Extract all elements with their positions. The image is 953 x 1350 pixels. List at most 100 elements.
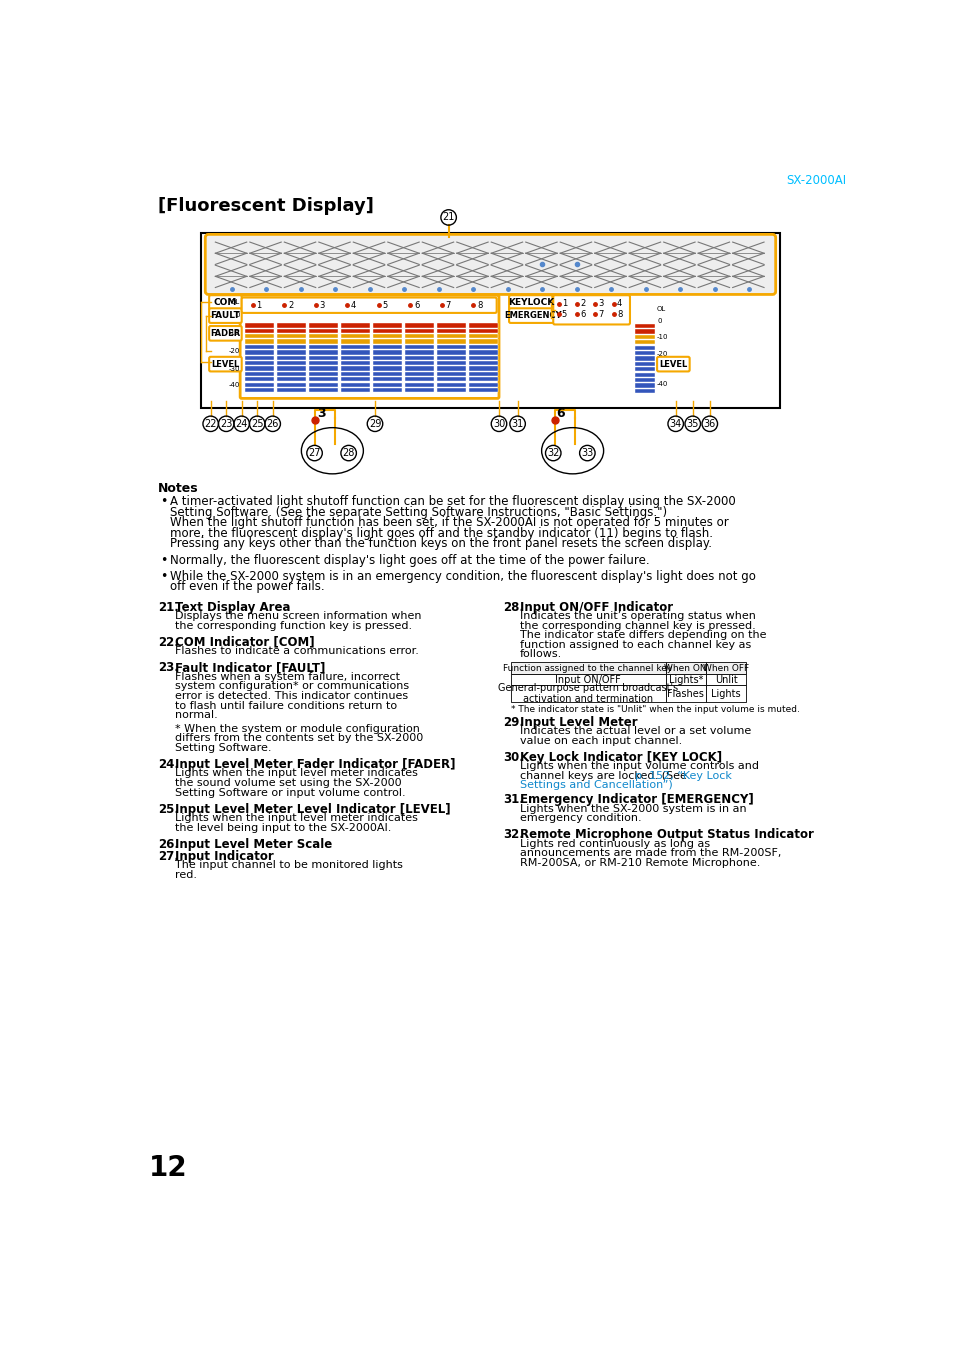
Text: function assigned to each channel key as: function assigned to each channel key as	[519, 640, 750, 649]
Bar	[705, 675, 745, 686]
Bar	[404, 339, 434, 344]
Bar	[468, 366, 497, 371]
Text: Input Indicator: Input Indicator	[174, 849, 274, 863]
Text: FAULT: FAULT	[211, 310, 240, 320]
Bar	[468, 360, 497, 366]
Text: EMERGENCY: EMERGENCY	[504, 310, 561, 320]
Bar	[468, 323, 497, 328]
Bar	[705, 662, 745, 675]
Bar	[373, 382, 402, 387]
Text: -20: -20	[229, 348, 240, 354]
Text: Lights when the SX-2000 system is in an: Lights when the SX-2000 system is in an	[519, 803, 746, 814]
Bar	[309, 323, 338, 328]
Bar	[340, 350, 370, 355]
Bar	[634, 351, 654, 355]
Text: -30: -30	[229, 366, 240, 371]
Bar	[634, 378, 654, 382]
Text: error is detected. This indicator continues: error is detected. This indicator contin…	[174, 691, 408, 701]
Text: Normally, the fluorescent display's light goes off at the time of the power fail: Normally, the fluorescent display's ligh…	[171, 554, 649, 567]
Text: COM: COM	[213, 298, 237, 306]
Text: -10: -10	[229, 329, 240, 336]
Bar	[468, 377, 497, 382]
Bar	[468, 387, 497, 393]
Text: Setting Software or input volume control.: Setting Software or input volume control…	[174, 787, 405, 798]
Text: * When the system or module configuration: * When the system or module configuratio…	[174, 724, 419, 733]
Text: Indicates the actual level or a set volume: Indicates the actual level or a set volu…	[519, 726, 750, 736]
Text: When OFF: When OFF	[702, 664, 748, 672]
Bar	[404, 371, 434, 377]
Bar	[309, 387, 338, 393]
Bar	[634, 335, 654, 339]
Bar	[245, 387, 274, 393]
Bar	[705, 686, 745, 702]
Text: emergency condition.: emergency condition.	[519, 814, 640, 824]
Bar	[309, 333, 338, 339]
Bar	[436, 366, 466, 371]
Text: Flashes to indicate a communications error.: Flashes to indicate a communications err…	[174, 647, 418, 656]
Bar	[634, 383, 654, 387]
Bar	[404, 387, 434, 393]
Text: Unlit: Unlit	[714, 675, 737, 684]
Text: 4: 4	[617, 300, 621, 308]
Bar	[245, 323, 274, 328]
Text: 5: 5	[382, 301, 387, 309]
Text: 3: 3	[319, 301, 325, 309]
Bar	[200, 232, 780, 409]
Bar	[276, 350, 306, 355]
Bar	[340, 355, 370, 360]
Text: -30: -30	[657, 367, 668, 373]
Bar	[276, 355, 306, 360]
Bar	[373, 366, 402, 371]
Text: Settings and Cancellation”): Settings and Cancellation”)	[519, 780, 672, 790]
Bar	[468, 382, 497, 387]
Bar	[340, 382, 370, 387]
Bar	[373, 355, 402, 360]
Text: the level being input to the SX-2000AI.: the level being input to the SX-2000AI.	[174, 822, 391, 833]
Bar	[276, 382, 306, 387]
Text: Input Level Meter Scale: Input Level Meter Scale	[174, 837, 332, 850]
Bar	[404, 355, 434, 360]
Text: COM Indicator [COM]: COM Indicator [COM]	[174, 636, 314, 649]
Text: 22.: 22.	[158, 636, 178, 649]
Text: 23: 23	[220, 418, 233, 429]
Bar	[276, 328, 306, 333]
Bar	[245, 344, 274, 350]
Text: OL: OL	[231, 298, 240, 305]
Text: 0: 0	[657, 317, 661, 324]
Text: The indicator state differs depending on the: The indicator state differs depending on…	[519, 630, 765, 640]
Bar	[309, 371, 338, 377]
Text: 32: 32	[546, 448, 558, 458]
Text: 25.: 25.	[158, 803, 179, 815]
Text: [Fluorescent Display]: [Fluorescent Display]	[158, 197, 374, 215]
Bar	[510, 675, 665, 686]
Bar	[468, 333, 497, 339]
Bar	[340, 323, 370, 328]
Bar	[436, 328, 466, 333]
Text: Notes: Notes	[158, 482, 198, 494]
Text: -40: -40	[229, 382, 240, 387]
Text: 34: 34	[669, 418, 681, 429]
Text: 3: 3	[598, 300, 603, 308]
Bar	[340, 387, 370, 393]
Text: Pressing any keys other than the function keys on the front panel resets the scr: Pressing any keys other than the functio…	[171, 537, 712, 549]
Bar	[309, 377, 338, 382]
Bar	[309, 355, 338, 360]
Text: Input ON/OFF: Input ON/OFF	[555, 675, 620, 684]
Bar	[468, 328, 497, 333]
FancyBboxPatch shape	[509, 308, 557, 323]
Text: 29.: 29.	[502, 716, 523, 729]
Bar	[404, 360, 434, 366]
Text: 28: 28	[342, 448, 355, 458]
Bar	[245, 355, 274, 360]
Bar	[404, 344, 434, 350]
Text: p. 152, “Key Lock: p. 152, “Key Lock	[634, 771, 731, 780]
Text: 1: 1	[561, 300, 566, 308]
Bar	[340, 328, 370, 333]
Bar	[245, 371, 274, 377]
Text: 30.: 30.	[502, 751, 523, 764]
Text: While the SX-2000 system is in an emergency condition, the fluorescent display's: While the SX-2000 system is in an emerge…	[171, 570, 756, 583]
Bar	[436, 339, 466, 344]
Text: value on each input channel.: value on each input channel.	[519, 736, 681, 747]
Text: 0: 0	[235, 312, 240, 317]
Text: 1: 1	[256, 301, 261, 309]
